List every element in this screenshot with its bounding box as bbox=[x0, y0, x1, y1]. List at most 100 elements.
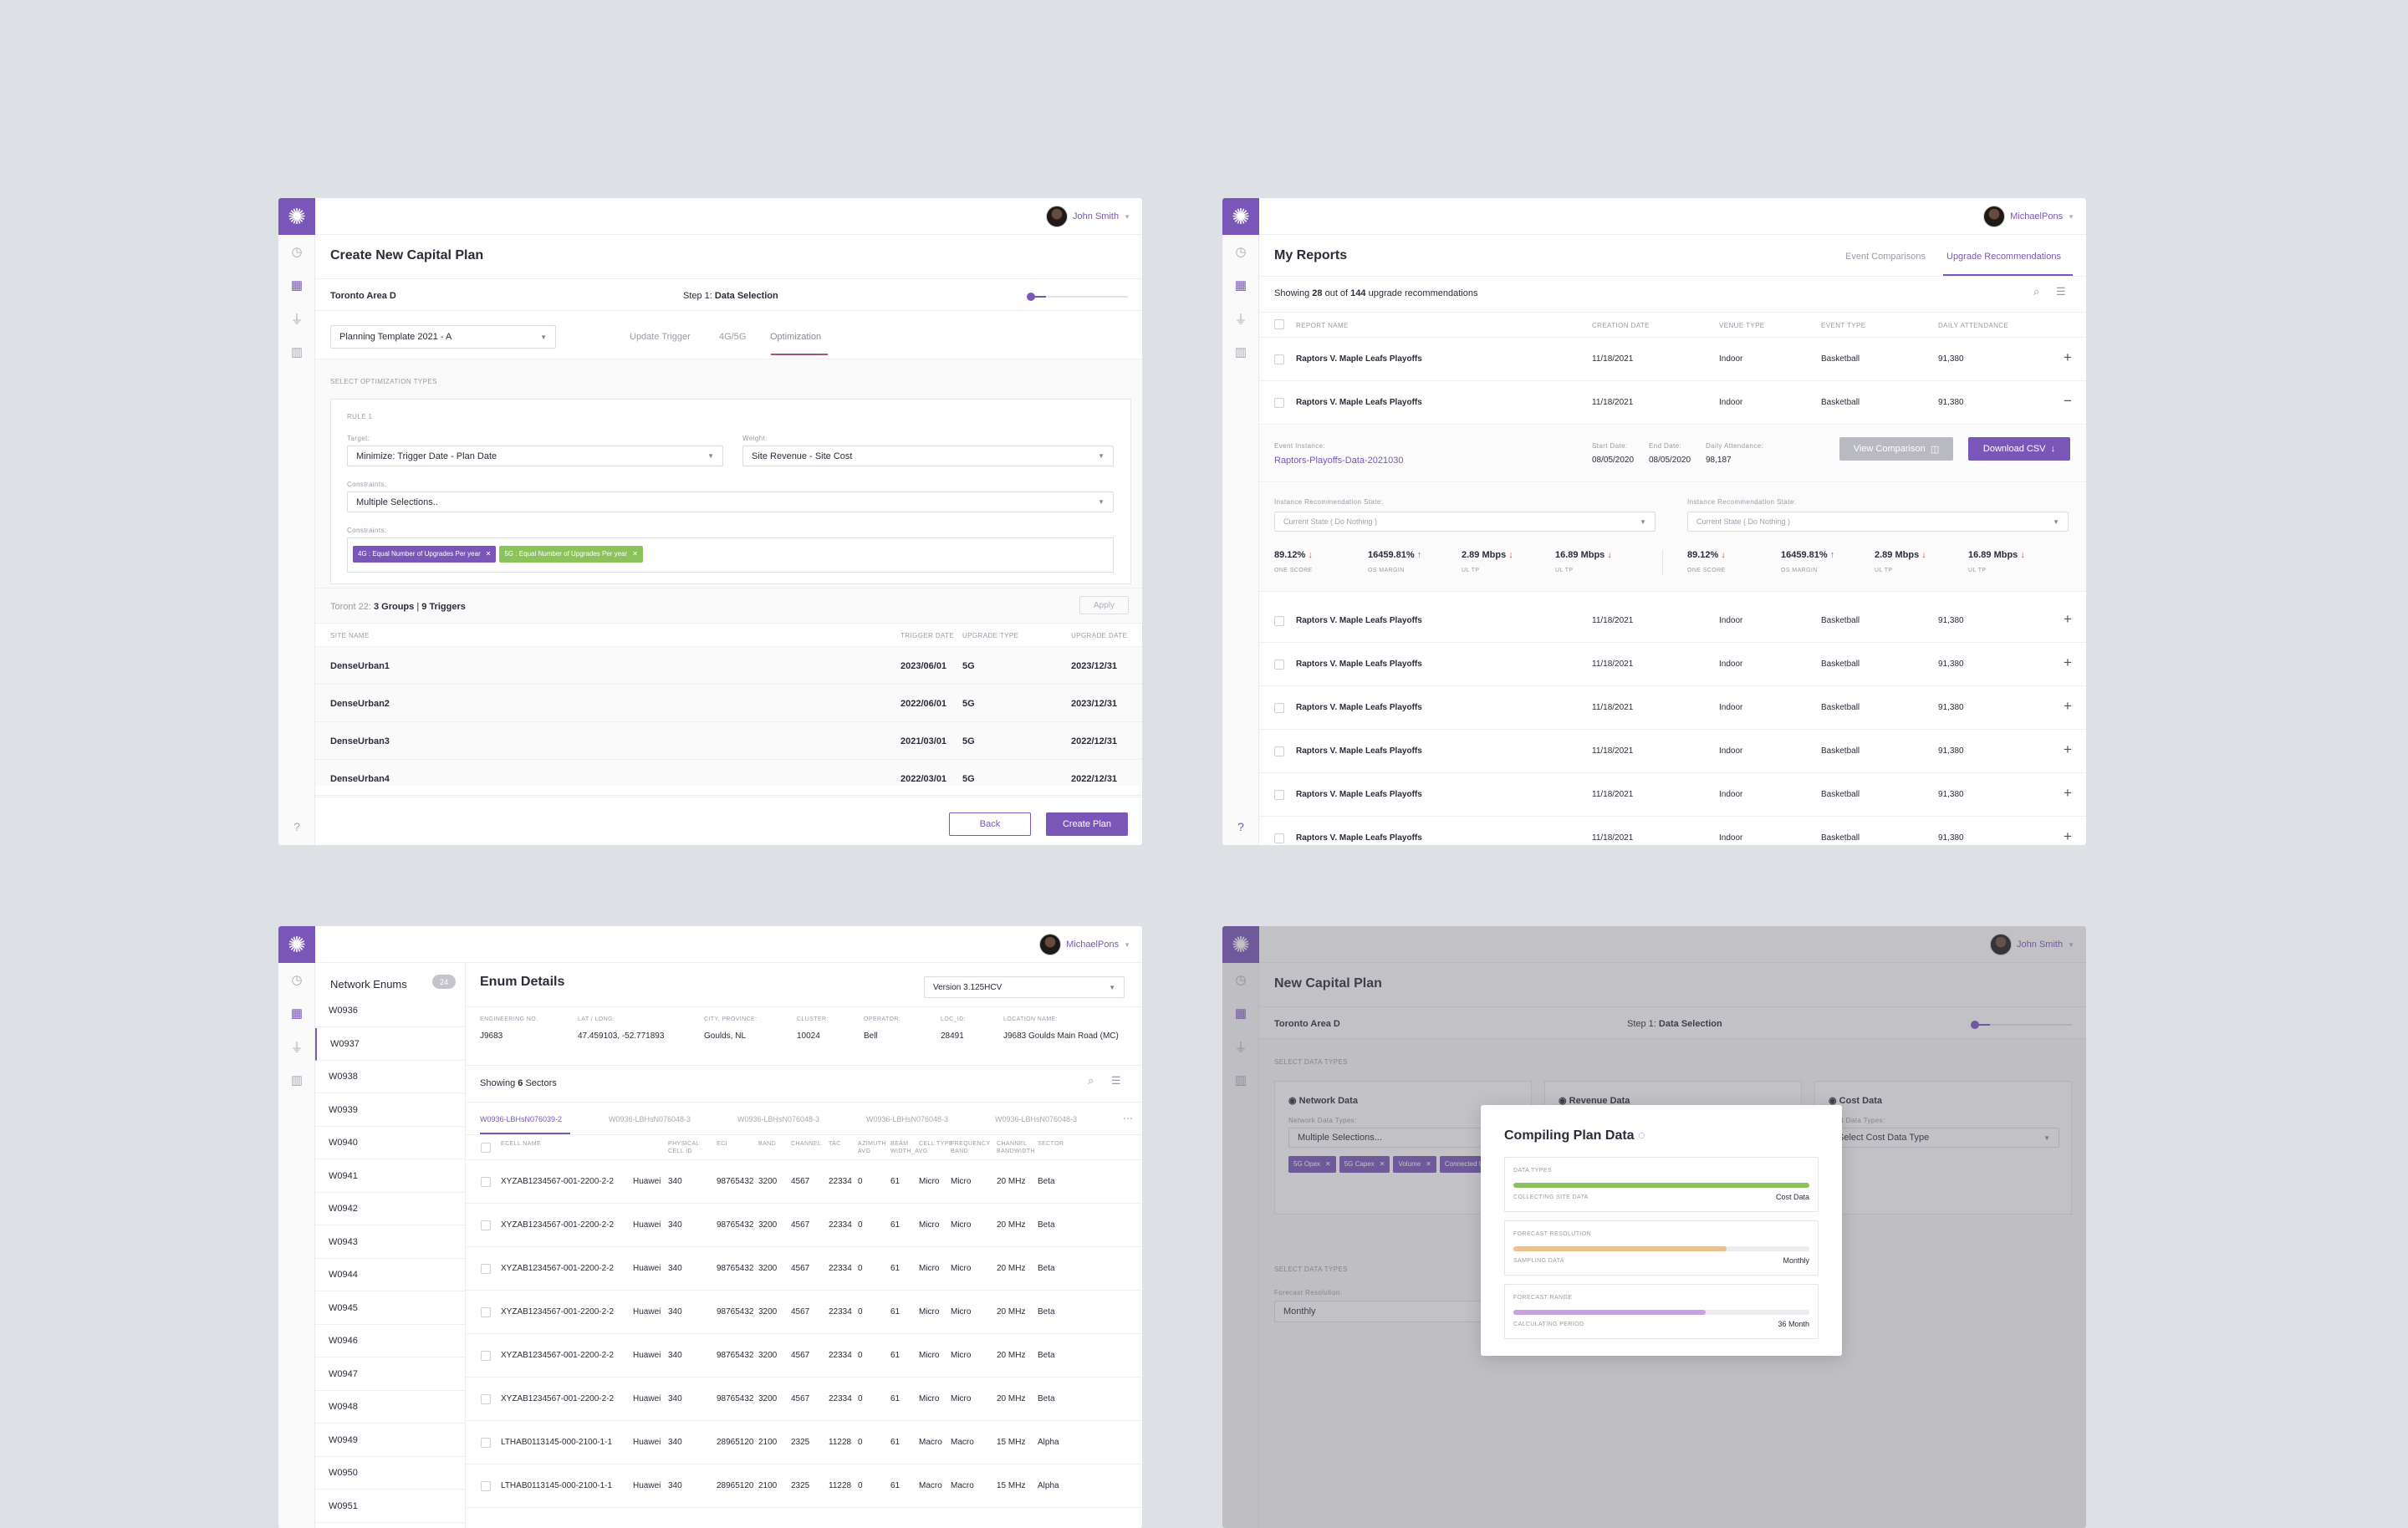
user-menu[interactable]: MichaelPons ▼ bbox=[1039, 934, 1130, 955]
table-row[interactable]: Raptors V. Maple Leafs Playoffs 11/18/20… bbox=[1259, 381, 2086, 425]
enum-list-item[interactable]: W0936 bbox=[315, 995, 465, 1027]
sector-tab[interactable]: W0936-LBHsN076048-3 bbox=[737, 1115, 820, 1123]
filter-icon[interactable]: ⏚ bbox=[290, 312, 304, 327]
sector-tab[interactable]: W0936-LBHsN076039-2 bbox=[480, 1115, 563, 1123]
enum-list-item[interactable]: W0948 bbox=[315, 1391, 465, 1424]
filter-icon[interactable]: ⏚ bbox=[1234, 312, 1247, 327]
user-menu[interactable]: John Smith ▼ bbox=[1990, 934, 2074, 955]
app-logo[interactable]: ✺ bbox=[278, 198, 315, 235]
app-logo[interactable]: ✺ bbox=[1222, 926, 1259, 963]
enum-list-item[interactable]: W0951 bbox=[315, 1490, 465, 1523]
enum-list-item[interactable]: W0937 bbox=[315, 1027, 465, 1061]
select-all-checkbox[interactable] bbox=[1274, 319, 1284, 329]
tab-4g-5g[interactable]: 4G/5G bbox=[719, 332, 747, 342]
table-row[interactable]: XYZAB1234567-001-2200-2-2 Huawei 340 987654… bbox=[466, 1247, 1142, 1291]
table-row[interactable]: XYZAB1234567-001-2200-2-2 Huawei 340 987654… bbox=[466, 1334, 1142, 1378]
collapse-icon[interactable]: − bbox=[2064, 393, 2072, 409]
cost-data-card[interactable]: ◉ Cost Data Cost Data Types: Select Cost… bbox=[1814, 1081, 2072, 1215]
cost-types-select[interactable]: Select Cost Data Type ▼ bbox=[1829, 1128, 2059, 1148]
target-select[interactable]: Minimize: Trigger Date - Plan Date ▼ bbox=[347, 446, 723, 466]
back-button[interactable]: Back bbox=[949, 812, 1031, 836]
table-row[interactable]: Raptors V. Maple Leafs Playoffs 11/18/20… bbox=[1259, 643, 2086, 686]
table-row[interactable]: Raptors V. Maple Leafs Playoffs 11/18/20… bbox=[1259, 730, 2086, 773]
report-name[interactable]: Raptors V. Maple Leafs Playoffs bbox=[1296, 354, 1422, 364]
user-menu[interactable]: MichaelPons ▼ bbox=[1983, 206, 2074, 227]
tab-event-comparisons[interactable]: Event Comparisons bbox=[1845, 252, 1926, 262]
report-name[interactable]: Raptors V. Maple Leafs Playoffs bbox=[1296, 660, 1422, 669]
tab-upgrade-recommendations[interactable]: Upgrade Recommendations bbox=[1946, 252, 2061, 262]
row-checkbox[interactable] bbox=[1274, 660, 1284, 670]
sector-tab[interactable]: W0936-LBHsN076048-3 bbox=[995, 1115, 1078, 1123]
close-icon[interactable]: ✕ bbox=[1426, 1160, 1431, 1168]
calendar-icon[interactable]: ▦ bbox=[290, 1006, 304, 1021]
table-row[interactable]: LTHAB0113145-000-2100-1-1 Huawei 340 289651… bbox=[466, 1464, 1142, 1508]
enum-list-item[interactable]: W0942 bbox=[315, 1193, 465, 1225]
enum-list-item[interactable]: W0943 bbox=[315, 1226, 465, 1259]
site-name[interactable]: DenseUrban3 bbox=[330, 736, 390, 746]
row-checkbox[interactable] bbox=[481, 1307, 491, 1317]
report-name[interactable]: Raptors V. Maple Leafs Playoffs bbox=[1296, 746, 1422, 756]
table-row[interactable]: XYZAB1234567-001-2200-2-2 Huawei 340 987654… bbox=[466, 1291, 1142, 1334]
row-checkbox[interactable] bbox=[481, 1264, 491, 1274]
table-row[interactable]: DenseUrban1 2023/06/01 5G 2023/12/31 bbox=[315, 647, 1142, 685]
recommendation-state-select[interactable]: Current State ( Do Nothing ) ▼ bbox=[1274, 512, 1656, 532]
row-checkbox[interactable] bbox=[481, 1481, 491, 1491]
app-logo[interactable]: ✺ bbox=[1222, 198, 1259, 235]
row-checkbox[interactable] bbox=[481, 1438, 491, 1448]
row-checkbox[interactable] bbox=[481, 1177, 491, 1187]
close-icon[interactable]: ✕ bbox=[632, 550, 638, 558]
expand-icon[interactable]: + bbox=[2064, 654, 2072, 670]
filter-icon[interactable]: ⏚ bbox=[1234, 1040, 1247, 1055]
expand-icon[interactable]: + bbox=[2064, 741, 2072, 757]
expand-icon[interactable]: + bbox=[2064, 349, 2072, 365]
table-row[interactable]: DenseUrban2 2022/06/01 5G 2023/12/31 bbox=[315, 685, 1142, 722]
clock-icon[interactable]: ◷ bbox=[1235, 973, 1247, 987]
report-name[interactable]: Raptors V. Maple Leafs Playoffs bbox=[1296, 833, 1422, 843]
template-select[interactable]: Planning Template 2021 - A ▼ bbox=[330, 325, 556, 349]
version-select[interactable]: Version 3.125HCV ▼ bbox=[924, 976, 1125, 998]
expand-icon[interactable]: + bbox=[2064, 785, 2072, 801]
table-row[interactable]: XYZAB1234567-001-2200-2-2 Huawei 340 987654… bbox=[466, 1204, 1142, 1247]
more-icon[interactable]: ⋯ bbox=[1123, 1113, 1133, 1124]
create-plan-button[interactable]: Create Plan bbox=[1046, 812, 1128, 836]
table-row[interactable]: Raptors V. Maple Leafs Playoffs 11/18/20… bbox=[1259, 599, 2086, 643]
table-row[interactable]: XYZAB1234567-001-2200-2-2 Huawei 340 987654… bbox=[466, 1378, 1142, 1421]
chart-icon[interactable]: ▥ bbox=[1234, 345, 1247, 359]
clock-icon[interactable]: ◷ bbox=[291, 245, 303, 259]
row-checkbox[interactable] bbox=[1274, 790, 1284, 800]
select-all-checkbox[interactable] bbox=[481, 1143, 491, 1153]
help-icon[interactable]: ? bbox=[293, 820, 300, 833]
row-checkbox[interactable] bbox=[1274, 398, 1284, 408]
row-checkbox[interactable] bbox=[481, 1394, 491, 1404]
weight-select[interactable]: Site Revenue - Site Cost ▼ bbox=[742, 446, 1114, 466]
enum-list-item[interactable]: W0941 bbox=[315, 1160, 465, 1193]
apply-button[interactable]: Apply bbox=[1079, 596, 1129, 614]
enum-list-item[interactable]: W0945 bbox=[315, 1292, 465, 1325]
enum-list-item[interactable]: W0940 bbox=[315, 1127, 465, 1159]
table-row[interactable]: XYZAB1234567-001-2200-2-2 Huawei 340 987654… bbox=[466, 1160, 1142, 1204]
app-logo[interactable]: ✺ bbox=[278, 926, 315, 963]
row-checkbox[interactable] bbox=[1274, 746, 1284, 756]
table-row[interactable]: Raptors V. Maple Leafs Playoffs 11/18/20… bbox=[1259, 338, 2086, 381]
report-name[interactable]: Raptors V. Maple Leafs Playoffs bbox=[1296, 790, 1422, 799]
chart-icon[interactable]: ▥ bbox=[290, 345, 304, 359]
recommendation-state-select[interactable]: Current State ( Do Nothing ) ▼ bbox=[1687, 512, 2069, 532]
report-name[interactable]: Raptors V. Maple Leafs Playoffs bbox=[1296, 616, 1422, 625]
search-icon[interactable]: ⌕ bbox=[2033, 285, 2040, 298]
expand-icon[interactable]: + bbox=[2064, 698, 2072, 714]
search-icon[interactable]: ⌕ bbox=[1088, 1074, 1094, 1087]
download-csv-button[interactable]: Download CSV ↓ bbox=[1968, 437, 2070, 461]
tab-update-trigger[interactable]: Update Trigger bbox=[630, 332, 691, 342]
sector-tab[interactable]: W0936-LBHsN076048-3 bbox=[866, 1115, 949, 1123]
row-checkbox[interactable] bbox=[481, 1220, 491, 1230]
enum-list-item[interactable]: W0946 bbox=[315, 1325, 465, 1357]
enum-list-item[interactable]: W0949 bbox=[315, 1424, 465, 1457]
table-row[interactable]: LTHAB0113145-000-2100-1-1 Huawei 340 289651… bbox=[466, 1421, 1142, 1464]
enum-list-item[interactable]: W0947 bbox=[315, 1358, 465, 1391]
clock-icon[interactable]: ◷ bbox=[291, 973, 303, 987]
report-name[interactable]: Raptors V. Maple Leafs Playoffs bbox=[1296, 398, 1422, 407]
site-name[interactable]: DenseUrban2 bbox=[330, 699, 390, 709]
row-checkbox[interactable] bbox=[1274, 703, 1284, 713]
chart-icon[interactable]: ▥ bbox=[1234, 1073, 1247, 1087]
calendar-icon[interactable]: ▦ bbox=[290, 278, 304, 293]
